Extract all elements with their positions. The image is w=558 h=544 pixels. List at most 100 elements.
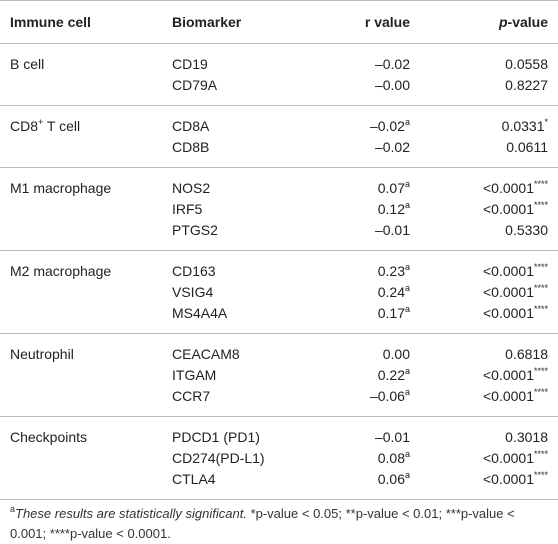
p-value: <0.0001****	[410, 282, 558, 303]
text: 0.0611	[506, 139, 548, 155]
italic-text: p	[498, 13, 508, 30]
p-value: 0.0331*	[410, 106, 558, 138]
immune-cell: Neutrophil	[0, 334, 172, 366]
immune-cell: M1 macrophage	[0, 168, 172, 200]
text: <0.0001	[482, 305, 534, 321]
text: –0.01	[374, 429, 410, 445]
biomarker: CD8B	[172, 137, 330, 168]
superscript: a	[404, 117, 410, 127]
r-value: 0.07a	[330, 168, 410, 200]
r-value: 0.00	[330, 334, 410, 366]
superscript: ****	[533, 304, 548, 314]
text: NOS2	[172, 180, 211, 196]
text: 0.0331	[501, 118, 545, 134]
superscript: a	[404, 200, 410, 210]
text: <0.0001	[482, 263, 534, 279]
table-row: CD8B –0.02 0.0611	[0, 137, 558, 168]
text: –0.00	[374, 77, 410, 93]
cell-group: CD8+ T cell CD8A –0.02a 0.0331* CD8B –0.02 0.0…	[0, 106, 558, 168]
text: –0.02	[374, 56, 410, 72]
immune-cell	[0, 386, 172, 417]
text: –0.02	[369, 118, 405, 134]
p-value: <0.0001****	[410, 199, 558, 220]
superscript: a	[404, 387, 410, 397]
text: CD8A	[172, 118, 210, 134]
text: r value	[364, 13, 410, 30]
text: 0.17	[377, 305, 405, 321]
biomarker: VSIG4	[172, 282, 330, 303]
r-value: –0.00	[330, 75, 410, 106]
immune-cell: Checkpoints	[0, 417, 172, 449]
p-value: 0.8227	[410, 75, 558, 106]
text: Biomarker	[172, 13, 242, 30]
immune-cell	[0, 282, 172, 303]
table-row: PTGS2 –0.01 0.5330	[0, 220, 558, 251]
r-value: 0.17a	[330, 303, 410, 334]
table-row: Neutrophil CEACAM8 0.00 0.6818	[0, 334, 558, 366]
text: CTLA4	[172, 471, 216, 487]
text: <0.0001	[482, 284, 534, 300]
text: <0.0001	[482, 471, 534, 487]
superscript: ****	[533, 179, 548, 189]
biomarker: CD163	[172, 251, 330, 283]
superscript: ****	[533, 366, 548, 376]
biomarker: CD19	[172, 44, 330, 76]
immune-cell	[0, 137, 172, 168]
r-value: 0.23a	[330, 251, 410, 283]
superscript: a	[404, 262, 410, 272]
cell-group: M1 macrophage NOS2 0.07a <0.0001**** IRF5 0.1…	[0, 168, 558, 251]
r-value: –0.02	[330, 137, 410, 168]
immune-cell	[0, 365, 172, 386]
p-value: 0.0611	[410, 137, 558, 168]
superscript: a	[404, 304, 410, 314]
text: 0.12	[377, 201, 405, 217]
table-row: M1 macrophage NOS2 0.07a <0.0001****	[0, 168, 558, 200]
header-cell: Biomarker	[172, 0, 330, 44]
text: 0.3018	[505, 429, 548, 445]
text: –0.02	[374, 139, 410, 155]
superscript: ****	[533, 387, 548, 397]
table-row: Checkpoints PDCD1 (PD1) –0.01 0.3018	[0, 417, 558, 449]
cell-group: B cell CD19 –0.02 0.0558 CD79A –0.00 0.8227	[0, 44, 558, 106]
text: –0.01	[374, 222, 410, 238]
footnote: aThese results are statistically signifi…	[0, 500, 558, 544]
text: CEACAM8	[172, 346, 240, 362]
text: <0.0001	[482, 180, 534, 196]
text: CD79A	[172, 77, 218, 93]
superscript: ****	[533, 262, 548, 272]
superscript: ****	[533, 200, 548, 210]
table-row: M2 macrophage CD163 0.23a <0.0001****	[0, 251, 558, 283]
italic-text: These results are statistically signific…	[15, 506, 247, 521]
superscript: ****	[533, 283, 548, 293]
table-row: CTLA4 0.06a <0.0001****	[0, 469, 558, 500]
text: 0.0558	[505, 56, 548, 72]
p-value: <0.0001****	[410, 251, 558, 283]
biomarker: ITGAM	[172, 365, 330, 386]
text: Immune cell	[10, 13, 91, 30]
text: 0.5330	[505, 222, 548, 238]
text: CD274(PD-L1)	[172, 450, 265, 466]
text: CD163	[172, 263, 216, 279]
text: T cell	[43, 118, 81, 134]
text: IRF5	[172, 201, 203, 217]
superscript: ****	[533, 449, 548, 459]
text: -value	[507, 13, 548, 30]
p-value: 0.6818	[410, 334, 558, 366]
r-value: –0.01	[330, 220, 410, 251]
table-row: B cell CD19 –0.02 0.0558	[0, 44, 558, 76]
immune-cell	[0, 469, 172, 500]
results-table: Immune cell Biomarker r value p-value B cell…	[0, 0, 558, 500]
superscript: a	[404, 283, 410, 293]
p-value: <0.0001****	[410, 168, 558, 200]
p-value: <0.0001****	[410, 469, 558, 500]
text: M1 macrophage	[10, 180, 112, 196]
cell-group: M2 macrophage CD163 0.23a <0.0001**** VSIG4 0…	[0, 251, 558, 334]
table-header: Immune cell Biomarker r value p-value	[0, 0, 558, 44]
superscript: +	[38, 117, 44, 127]
table-row: VSIG4 0.24a <0.0001****	[0, 282, 558, 303]
text: <0.0001	[482, 388, 534, 404]
text: PTGS2	[172, 222, 218, 238]
biomarker: CD274(PD-L1)	[172, 448, 330, 469]
